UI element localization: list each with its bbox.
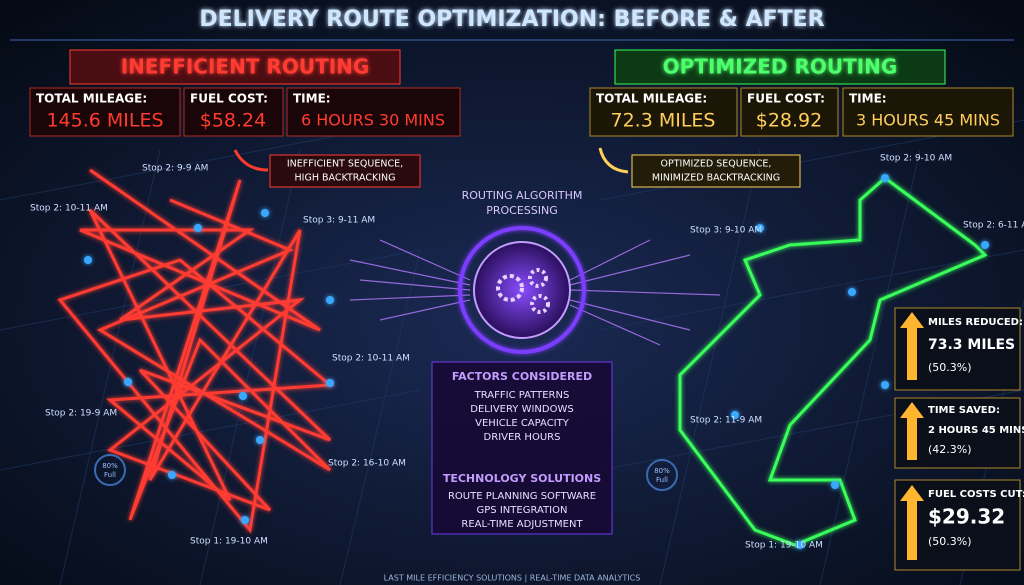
stop-dots xyxy=(84,209,334,524)
callout: OPTIMIZED SEQUENCE, xyxy=(661,159,772,170)
metric-value: 72.3 MILES xyxy=(611,110,716,132)
metric-box xyxy=(842,87,1014,137)
gauge-label: 80% xyxy=(102,462,118,470)
title: DELIVERY ROUTE OPTIMIZATION: BEFORE & AF… xyxy=(199,7,824,32)
factor: DRIVER HOURS xyxy=(484,432,561,443)
stop-dots xyxy=(731,174,989,549)
heading: OPTIMIZED ROUTING xyxy=(663,55,898,79)
heading: INEFFICIENT ROUTING xyxy=(121,55,370,79)
gauge xyxy=(94,454,126,486)
technology-heading: TECHNOLOGY SOLUTIONS xyxy=(443,472,601,485)
route-optimized xyxy=(678,176,988,547)
technology: GPS INTEGRATION xyxy=(477,505,568,516)
gauge-label: 80% xyxy=(654,467,670,475)
saving-value: 73.3 MILES xyxy=(928,337,1015,353)
data-streams xyxy=(349,239,721,346)
gauge-label: Full xyxy=(656,476,668,484)
callout-arrow xyxy=(233,149,269,172)
metric-value: 6 HOURS 30 MINS xyxy=(301,111,445,130)
callout-box xyxy=(269,154,421,188)
saving-value: $29.32 xyxy=(928,505,1005,529)
stop-label: Stop 2: 6-11 AM xyxy=(963,221,1024,231)
stop-label: Stop 2: 10-11 AM xyxy=(332,354,410,364)
stop-label: Stop 2: 11-9 AM xyxy=(690,416,762,426)
heading-box xyxy=(69,49,401,85)
saving-value: 2 HOURS 45 MINS xyxy=(928,425,1024,436)
callout: INEFFICIENT SEQUENCE, xyxy=(287,159,403,170)
metric-label: FUEL COST: xyxy=(190,92,268,106)
metric-label: TOTAL MILEAGE: xyxy=(36,92,147,106)
metric-value: $58.24 xyxy=(200,110,266,132)
savings: MILES REDUCED: 73.3 MILES (50.3%) TIME S… xyxy=(894,307,1024,571)
metric-label: FUEL COST: xyxy=(747,92,825,106)
processing-label: ROUTING ALGORITHM xyxy=(462,189,583,202)
metrics: TOTAL MILEAGE: 145.6 MILES FUEL COST: $5… xyxy=(29,87,461,137)
map-grid xyxy=(0,119,1024,585)
metric-box xyxy=(740,87,839,137)
metric-box xyxy=(183,87,284,137)
saving-label: MILES REDUCED: xyxy=(928,317,1023,328)
stop-label: Stop 2: 16-10 AM xyxy=(328,459,406,469)
metric-box xyxy=(286,87,461,137)
metrics: TOTAL MILEAGE: 72.3 MILES FUEL COST: $28… xyxy=(589,87,1014,137)
gauge xyxy=(646,459,678,491)
technology: ROUTE PLANNING SOFTWARE xyxy=(448,491,596,502)
factor: TRAFFIC PATTERNS xyxy=(474,390,570,401)
stop-label: Stop 2: 10-11 AM xyxy=(30,204,108,214)
gauge-label: Full xyxy=(104,471,116,479)
saving-label: FUEL COSTS CUT: xyxy=(928,489,1024,500)
saving-percent: (42.3%) xyxy=(928,443,972,456)
metric-box xyxy=(29,87,181,137)
saving-percent: (50.3%) xyxy=(928,535,972,548)
footer: LAST MILE EFFICIENCY SOLUTIONS | REAL-TI… xyxy=(384,574,641,583)
stop-label: Stop 2: 19-9 AM xyxy=(45,409,117,419)
metric-value: 145.6 MILES xyxy=(46,110,163,132)
metric-label: TIME: xyxy=(293,92,331,106)
stop-label: Stop 2: 9-9 AM xyxy=(142,164,208,174)
callout-arrow xyxy=(598,147,629,174)
metric-label: TOTAL MILEAGE: xyxy=(596,92,707,106)
metric-label: TIME: xyxy=(849,92,887,106)
metric-value: 3 HOURS 45 MINS xyxy=(856,111,1000,130)
heading-box xyxy=(614,49,946,85)
processing-label: PROCESSING xyxy=(486,204,558,217)
route-inefficient xyxy=(57,168,334,534)
up-arrows xyxy=(900,312,924,560)
info-panel xyxy=(431,361,613,535)
processor-ring xyxy=(458,226,586,354)
technology: REAL-TIME ADJUSTMENT xyxy=(461,519,583,530)
factors-heading: FACTORS CONSIDERED xyxy=(452,370,592,383)
callout-box xyxy=(631,154,801,188)
stop-label: Stop 3: 9-10 AM xyxy=(690,226,762,236)
callout: HIGH BACKTRACKING xyxy=(295,173,396,184)
stop-label: Stop 3: 9-11 AM xyxy=(303,216,375,226)
factor: VEHICLE CAPACITY xyxy=(475,418,570,429)
saving-label: TIME SAVED: xyxy=(928,405,1000,416)
metric-value: $28.92 xyxy=(756,110,822,132)
gears xyxy=(496,268,550,314)
stop-label: Stop 2: 9-10 AM xyxy=(880,154,952,164)
saving-percent: (50.3%) xyxy=(928,361,972,374)
stop-label: Stop 1: 19-10 AM xyxy=(190,537,268,547)
factor: DELIVERY WINDOWS xyxy=(470,404,573,415)
callout: MINIMIZED BACKTRACKING xyxy=(652,173,780,184)
stop-label: Stop 1: 19-10 AM xyxy=(745,541,823,551)
metric-box xyxy=(589,87,738,137)
